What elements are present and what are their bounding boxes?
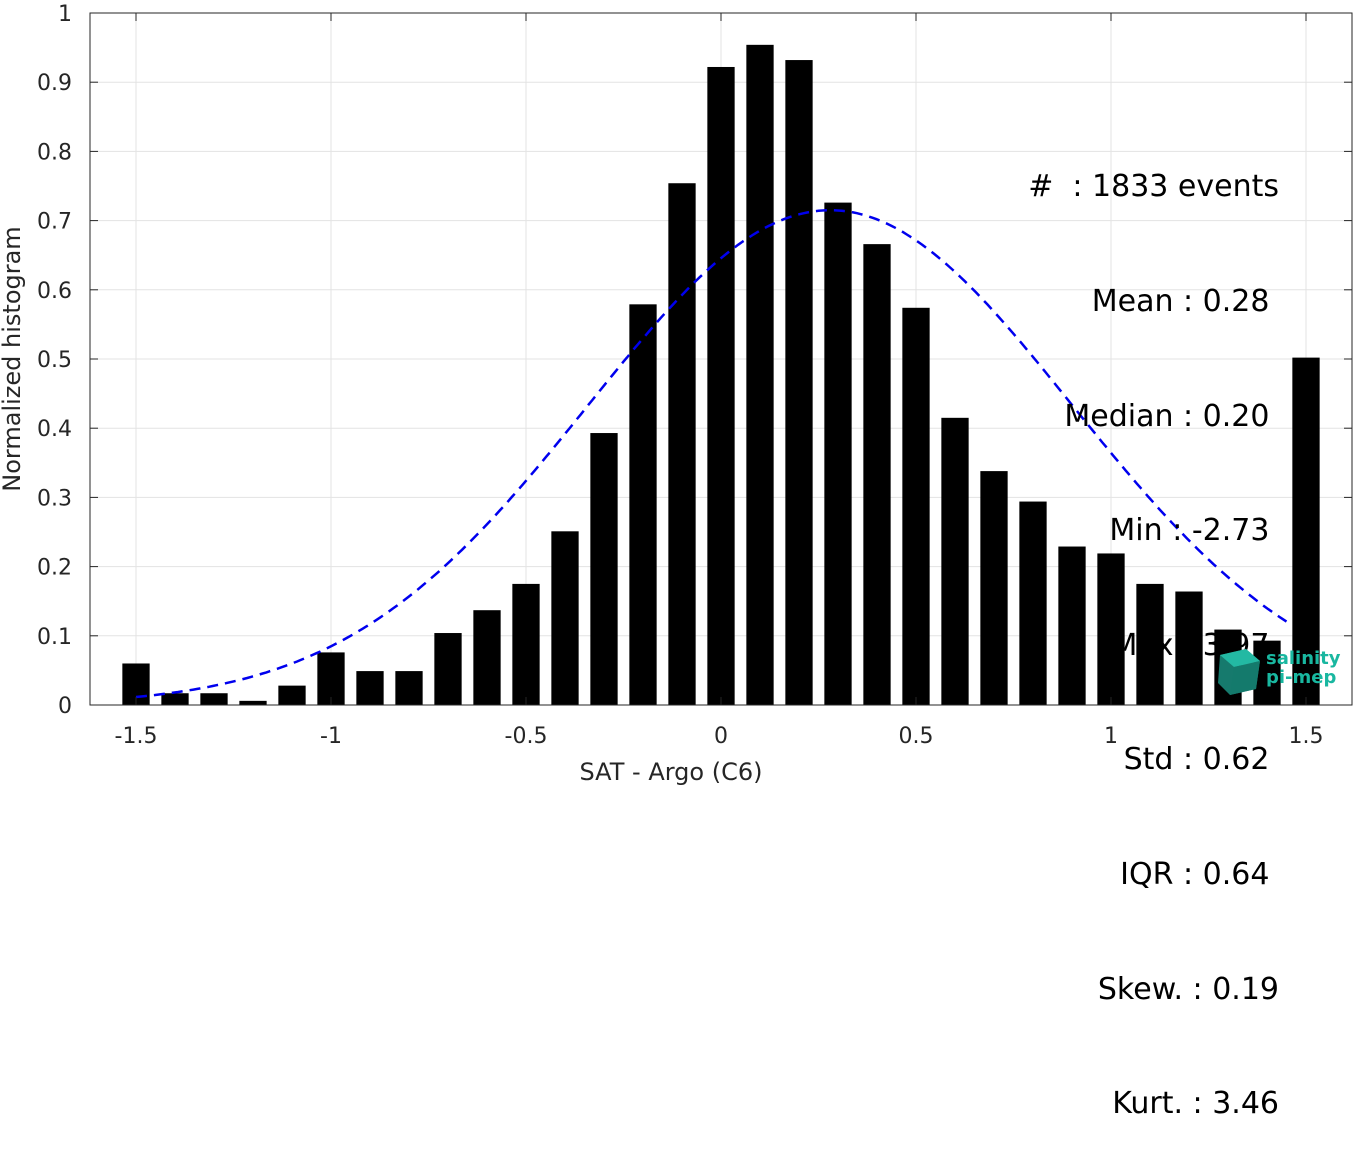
y-tick-label: 0.2 [37,556,72,581]
histogram-bar [668,183,696,705]
x-tick-label: 1.5 [1289,724,1324,749]
histogram-bar [863,244,891,706]
logo-line2: pi-mep [1266,667,1337,688]
histogram-bar [551,531,579,705]
histogram-bar [1136,583,1164,705]
stat-skew: Skew. : 0.19 [1097,971,1279,1007]
histogram-bar [473,610,501,705]
histogram-bar [395,671,423,705]
histogram-chart: -1.5 -1 -0.5 0 0.5 1 1.5 0 0.1 0.2 0.3 0.4 0.5 0.6 0.… [0,2,1353,786]
x-tick-label: -1 [320,724,342,749]
x-axis-ticks: -1.5 -1 -0.5 0 0.5 1 1.5 [115,13,1324,749]
histogram-bar [317,652,345,705]
histogram-bar [239,700,267,705]
y-axis-label: Normalized histogram [0,226,26,491]
histogram-bar [512,583,540,705]
y-tick-label: 0.5 [37,348,72,373]
y-tick-label: 0.7 [37,210,72,235]
histogram-bar [746,44,774,705]
histogram-bars [122,44,1320,706]
histogram-bar [824,202,852,705]
stat-kurt: Kurt. : 3.46 [1112,1086,1279,1122]
histogram-bar [278,685,306,705]
x-tick-label: 0.5 [899,724,934,749]
y-tick-label: 0.6 [37,279,72,304]
cube-logo-icon [1218,649,1260,695]
histogram-bar [902,307,930,705]
histogram-bar [434,633,462,705]
x-tick-label: -1.5 [115,724,158,749]
histogram-bar [590,433,618,705]
stat-max: Max : 3.97 [1111,627,1279,663]
stat-iqr: IQR : 0.64 [1120,857,1279,893]
histogram-bar [1292,357,1320,705]
stat-min: Min : -2.73 [1109,513,1279,549]
y-tick-label: 0 [58,694,72,719]
y-tick-label: 1 [58,2,72,27]
histogram-bar [941,417,969,705]
y-tick-label: 0.1 [37,625,72,650]
x-tick-label: 1 [1104,724,1118,749]
x-tick-label: -0.5 [505,724,548,749]
stat-events: # : 1833 events [1028,169,1279,205]
stat-median: Median : 0.20 [1064,398,1279,434]
stats-box: # : 1833 events Mean : 0.28 Median : 0.2… [1028,92,1279,1162]
histogram-bar [629,304,657,705]
normal-fit-curve [135,208,1288,699]
y-tick-label: 0.3 [37,486,72,511]
y-axis-ticks: 0 0.1 0.2 0.3 0.4 0.5 0.6 0.7 0.8 0.9 1 [37,2,1352,719]
histogram-bar [1058,546,1086,705]
histogram-bar [200,693,228,705]
x-axis-label: SAT - Argo (C6) [580,758,763,786]
y-tick-label: 0.8 [37,140,72,165]
stat-mean: Mean : 0.28 [1091,284,1279,320]
salinity-pimep-logo: salinity pi-mep [1216,645,1346,695]
histogram-bar [785,60,813,705]
logo-line1: salinity [1266,648,1341,669]
histogram-bar [356,671,384,705]
stat-std: Std : 0.62 [1123,742,1279,778]
x-tick-label: 0 [714,724,728,749]
histogram-bar [1019,501,1047,705]
histogram-bar [161,693,189,705]
histogram-bar [980,471,1008,705]
y-tick-label: 0.9 [37,71,72,96]
histogram-bar [1097,553,1125,705]
histogram-bar [707,66,735,705]
y-tick-label: 0.4 [37,417,72,442]
histogram-bar [1175,591,1203,705]
